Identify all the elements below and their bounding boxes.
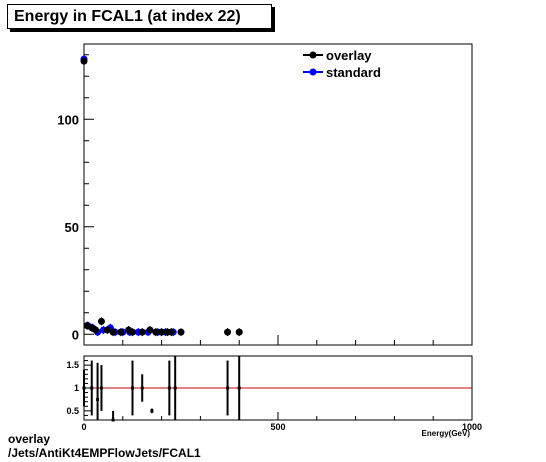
overlay-point <box>117 328 125 336</box>
overlay-point <box>109 328 117 336</box>
ratio-y-tick-label: 1 <box>74 383 79 393</box>
legend-marker <box>309 68 317 76</box>
overlay-point <box>152 328 160 336</box>
overlay-point <box>138 328 146 336</box>
legend-label: overlay <box>326 48 372 63</box>
y-tick-label: 0 <box>72 327 79 342</box>
ratio-x-tick-label: 500 <box>270 422 285 432</box>
ratio-point <box>150 409 154 413</box>
ratio-point <box>140 386 144 390</box>
y-tick-label: 100 <box>57 112 79 127</box>
chart-title: Energy in FCAL1 (at index 22) <box>14 8 241 25</box>
overlay-point <box>146 326 154 334</box>
ratio-point <box>96 397 100 401</box>
overlay-point <box>103 326 111 334</box>
overlay-point <box>177 328 185 336</box>
overlay-point <box>92 326 100 334</box>
overlay-point <box>224 328 232 336</box>
ratio-point <box>131 386 134 390</box>
ratio-point <box>90 386 94 390</box>
ratio-point <box>111 418 115 422</box>
ratio-point <box>82 386 86 390</box>
overlay-point <box>97 317 105 325</box>
ratio-y-tick-label: 1.5 <box>66 360 79 370</box>
footer-path: /Jets/AntiKt4EMPFlowJets/FCAL1 <box>8 446 201 460</box>
chart-title-box: Energy in FCAL1 (at index 22) <box>7 4 272 29</box>
ratio-point <box>237 386 241 390</box>
y-tick-label: 50 <box>65 220 79 235</box>
overlay-point <box>158 328 166 336</box>
ratio-x-tick-label: 1000 <box>462 422 482 432</box>
ratio-point <box>99 386 103 390</box>
overlay-point <box>167 328 175 336</box>
ratio-x-axis-label: Energy(GeV) <box>422 429 471 438</box>
overlay-point <box>80 57 88 65</box>
ratio-point <box>167 386 171 390</box>
legend-marker <box>309 51 317 59</box>
ratio-x-tick-label: 0 <box>81 422 86 432</box>
main-plot-frame <box>83 43 473 346</box>
ratio-point <box>173 386 177 390</box>
footer-label: overlay <box>8 432 51 446</box>
overlay-point <box>235 328 243 336</box>
legend-label: standard <box>326 65 381 80</box>
ratio-y-tick-label: 0.5 <box>66 406 79 416</box>
overlay-point <box>129 328 136 336</box>
ratio-point <box>226 386 230 390</box>
